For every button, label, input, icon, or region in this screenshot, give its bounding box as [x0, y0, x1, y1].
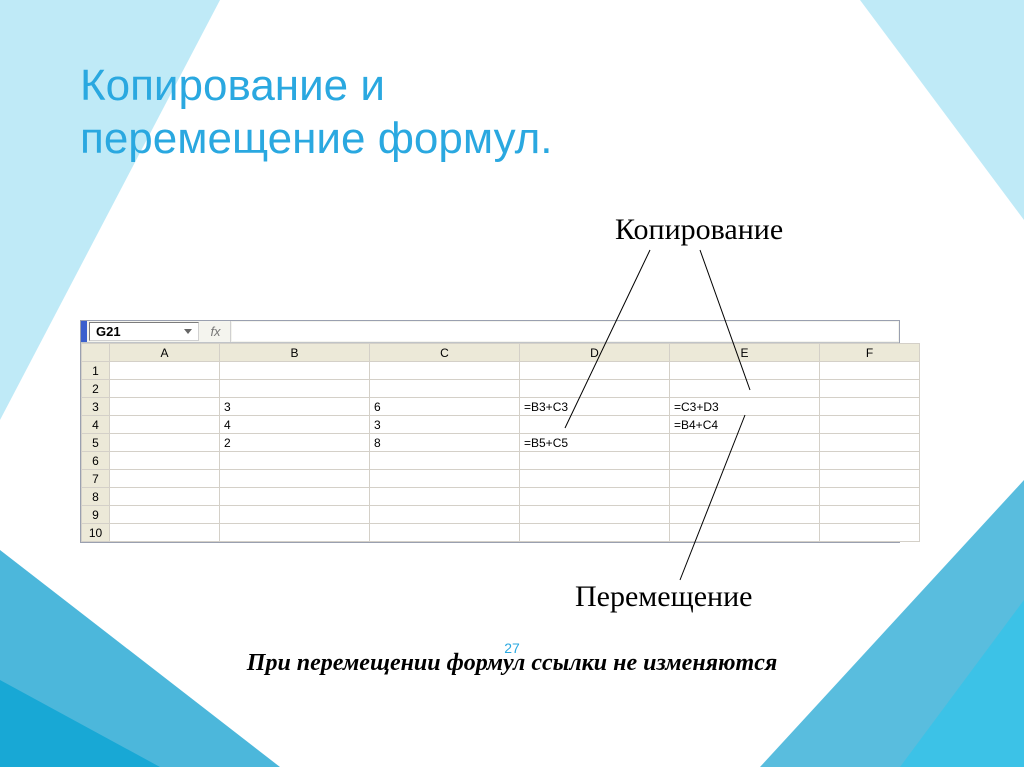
cell[interactable]: [820, 380, 920, 398]
cell[interactable]: [220, 506, 370, 524]
cell[interactable]: [370, 488, 520, 506]
cell[interactable]: [110, 398, 220, 416]
cell[interactable]: =C3+D3: [670, 398, 820, 416]
page-number: 27: [504, 640, 520, 656]
cell[interactable]: [520, 416, 670, 434]
col-header[interactable]: E: [670, 344, 820, 362]
cell[interactable]: 6: [370, 398, 520, 416]
cell[interactable]: [370, 470, 520, 488]
row-header[interactable]: 1: [82, 362, 110, 380]
cell[interactable]: [820, 488, 920, 506]
cell[interactable]: [520, 524, 670, 542]
cell[interactable]: [220, 452, 370, 470]
cell[interactable]: [220, 488, 370, 506]
cell[interactable]: [670, 434, 820, 452]
cell[interactable]: [110, 470, 220, 488]
selection-strip: [81, 321, 87, 342]
row-header[interactable]: 2: [82, 380, 110, 398]
cell[interactable]: [520, 380, 670, 398]
cell[interactable]: [370, 524, 520, 542]
name-box-dropdown-icon[interactable]: [184, 329, 192, 334]
cell[interactable]: =B3+C3: [520, 398, 670, 416]
cell[interactable]: [110, 506, 220, 524]
cell[interactable]: [220, 362, 370, 380]
cell[interactable]: =B5+C5: [520, 434, 670, 452]
label-move: Перемещение: [575, 580, 752, 614]
col-header[interactable]: B: [220, 344, 370, 362]
cell[interactable]: [820, 524, 920, 542]
cell[interactable]: [520, 488, 670, 506]
title-line-1: Копирование и: [80, 61, 385, 110]
cell[interactable]: =B4+C4: [670, 416, 820, 434]
formula-input[interactable]: [232, 322, 898, 341]
cell[interactable]: 2: [220, 434, 370, 452]
cell[interactable]: 3: [370, 416, 520, 434]
cell[interactable]: [110, 488, 220, 506]
cell[interactable]: [110, 524, 220, 542]
cell[interactable]: [670, 362, 820, 380]
cell[interactable]: [110, 434, 220, 452]
cell[interactable]: [370, 362, 520, 380]
cell[interactable]: [220, 380, 370, 398]
cell[interactable]: [820, 434, 920, 452]
cell[interactable]: 4: [220, 416, 370, 434]
cell[interactable]: [370, 452, 520, 470]
cell[interactable]: [520, 470, 670, 488]
cell[interactable]: [820, 416, 920, 434]
col-header[interactable]: C: [370, 344, 520, 362]
cell[interactable]: [110, 416, 220, 434]
row-header[interactable]: 9: [82, 506, 110, 524]
cell[interactable]: [670, 452, 820, 470]
cell[interactable]: 3: [220, 398, 370, 416]
cell[interactable]: [220, 470, 370, 488]
cell[interactable]: [110, 452, 220, 470]
cell[interactable]: 8: [370, 434, 520, 452]
cell[interactable]: [670, 380, 820, 398]
row-header[interactable]: 5: [82, 434, 110, 452]
formula-bar: G21 fx: [81, 321, 899, 343]
cell[interactable]: [370, 506, 520, 524]
cell[interactable]: [670, 488, 820, 506]
col-header[interactable]: A: [110, 344, 220, 362]
cell[interactable]: [520, 506, 670, 524]
cell[interactable]: [820, 470, 920, 488]
row-header[interactable]: 7: [82, 470, 110, 488]
select-all-corner[interactable]: [82, 344, 110, 362]
row-header[interactable]: 6: [82, 452, 110, 470]
col-header[interactable]: F: [820, 344, 920, 362]
cell[interactable]: [670, 470, 820, 488]
cell[interactable]: [110, 362, 220, 380]
cell[interactable]: [820, 362, 920, 380]
cell[interactable]: [820, 452, 920, 470]
worksheet-grid[interactable]: A B C D E F 12336=B3+C3=C3+D3443=B4+C452…: [81, 343, 920, 542]
cell[interactable]: [670, 524, 820, 542]
spreadsheet: G21 fx A B C D E F 12336=B3+C3=C3+D3443=…: [80, 320, 900, 543]
title-line-2: перемещение формул.: [80, 114, 553, 163]
cell[interactable]: [670, 506, 820, 524]
cell[interactable]: [370, 380, 520, 398]
cell[interactable]: [820, 398, 920, 416]
name-box[interactable]: G21: [89, 322, 199, 341]
slide-title: Копирование и перемещение формул.: [80, 60, 944, 166]
name-box-value: G21: [96, 324, 121, 339]
cell[interactable]: [520, 362, 670, 380]
cell[interactable]: [520, 452, 670, 470]
col-header[interactable]: D: [520, 344, 670, 362]
row-header[interactable]: 8: [82, 488, 110, 506]
cell[interactable]: [220, 524, 370, 542]
row-header[interactable]: 4: [82, 416, 110, 434]
row-header[interactable]: 10: [82, 524, 110, 542]
fx-icon[interactable]: fx: [201, 321, 231, 342]
cell[interactable]: [820, 506, 920, 524]
row-header[interactable]: 3: [82, 398, 110, 416]
cell[interactable]: [110, 380, 220, 398]
